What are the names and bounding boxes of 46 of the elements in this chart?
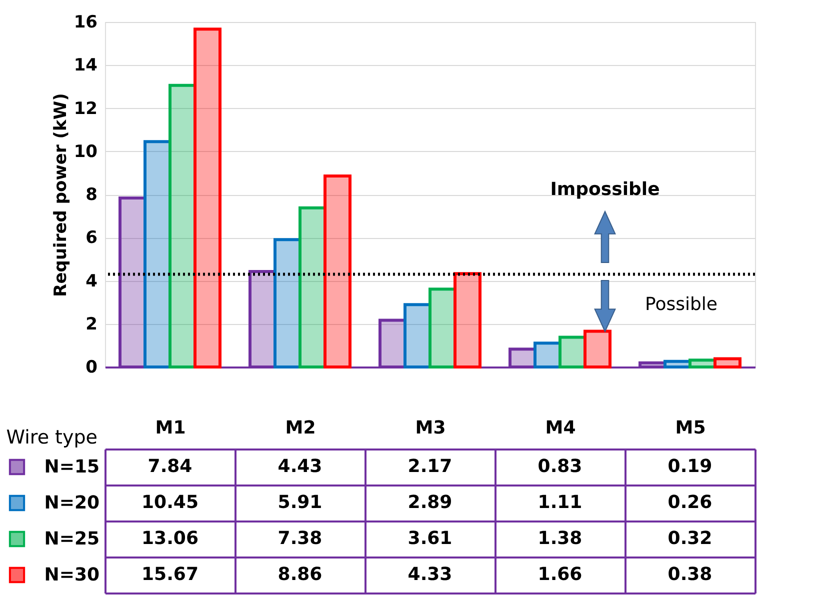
data-label: 1.11	[538, 492, 582, 513]
x-tick-label: M2	[285, 418, 316, 438]
data-label: 7.84	[148, 456, 192, 477]
legend-label: N=20	[44, 492, 100, 514]
data-label: 4.43	[278, 456, 322, 477]
bar	[714, 357, 742, 368]
y-tick-label: 10	[74, 142, 98, 162]
data-label: 1.66	[538, 564, 582, 585]
y-tick-label: 12	[74, 98, 98, 119]
legend-label: N=15	[44, 456, 100, 478]
data-label: 15.67	[142, 564, 198, 585]
x-tick-label: M3	[415, 418, 446, 438]
legend-label: N=30	[44, 564, 100, 586]
data-label: 0.83	[538, 456, 582, 477]
y-tick-label: 2	[86, 314, 98, 334]
x-tick-label: M4	[545, 418, 576, 438]
data-label: 5.91	[278, 492, 322, 513]
bar	[194, 28, 222, 368]
annotation: Possible	[645, 294, 718, 315]
y-tick-label: 0	[86, 358, 98, 378]
data-label: 13.06	[142, 528, 198, 549]
data-label: 0.26	[668, 492, 712, 513]
data-label: 2.17	[408, 456, 452, 477]
y-tick-label: 16	[74, 12, 98, 32]
y-tick-label: 4	[86, 271, 98, 292]
data-label: 0.19	[668, 456, 712, 477]
bar	[324, 174, 352, 368]
x-tick-label: M5	[675, 418, 706, 438]
x-axis-title: Wire type	[6, 426, 98, 448]
legend-label: N=25	[44, 528, 100, 550]
data-label: 10.45	[142, 492, 198, 513]
annotation: Impossible	[550, 179, 660, 200]
data-label: 0.38	[668, 564, 712, 585]
y-axis-title: Required power (kW)	[50, 93, 71, 297]
bar	[454, 272, 482, 368]
data-label: 7.38	[278, 528, 322, 549]
data-label: 4.33	[408, 564, 452, 585]
data-label: 3.61	[408, 528, 452, 549]
data-label: 1.38	[538, 528, 582, 549]
y-tick-label: 14	[74, 56, 98, 76]
y-tick-label: 6	[86, 228, 98, 248]
data-label: 8.86	[278, 564, 322, 585]
y-tick-label: 8	[86, 185, 98, 205]
data-label: 0.32	[668, 528, 712, 549]
x-tick-label: M1	[155, 418, 186, 438]
data-label: 2.89	[408, 492, 452, 513]
